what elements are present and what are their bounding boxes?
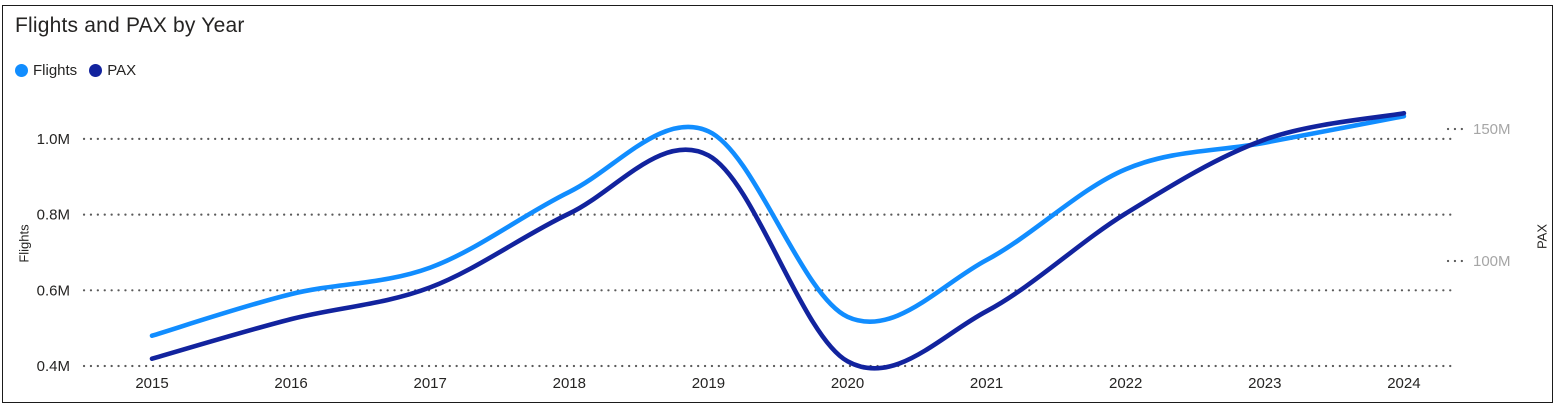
chart-title: Flights and PAX by Year bbox=[15, 14, 245, 37]
legend: Flights PAX bbox=[15, 62, 136, 79]
legend-label-pax: PAX bbox=[107, 62, 137, 79]
legend-item-pax[interactable]: PAX bbox=[89, 62, 136, 79]
flights-legend-dot-icon bbox=[15, 64, 28, 77]
chart-visual-frame: Flights and PAX by Year Flights PAX Flig… bbox=[2, 5, 1553, 403]
legend-label-flights: Flights bbox=[33, 62, 78, 79]
left-axis-title: Flights bbox=[16, 224, 32, 263]
legend-item-flights[interactable]: Flights bbox=[15, 62, 77, 79]
pax-legend-dot-icon bbox=[89, 64, 103, 77]
right-axis-title: PAX bbox=[1534, 223, 1550, 250]
